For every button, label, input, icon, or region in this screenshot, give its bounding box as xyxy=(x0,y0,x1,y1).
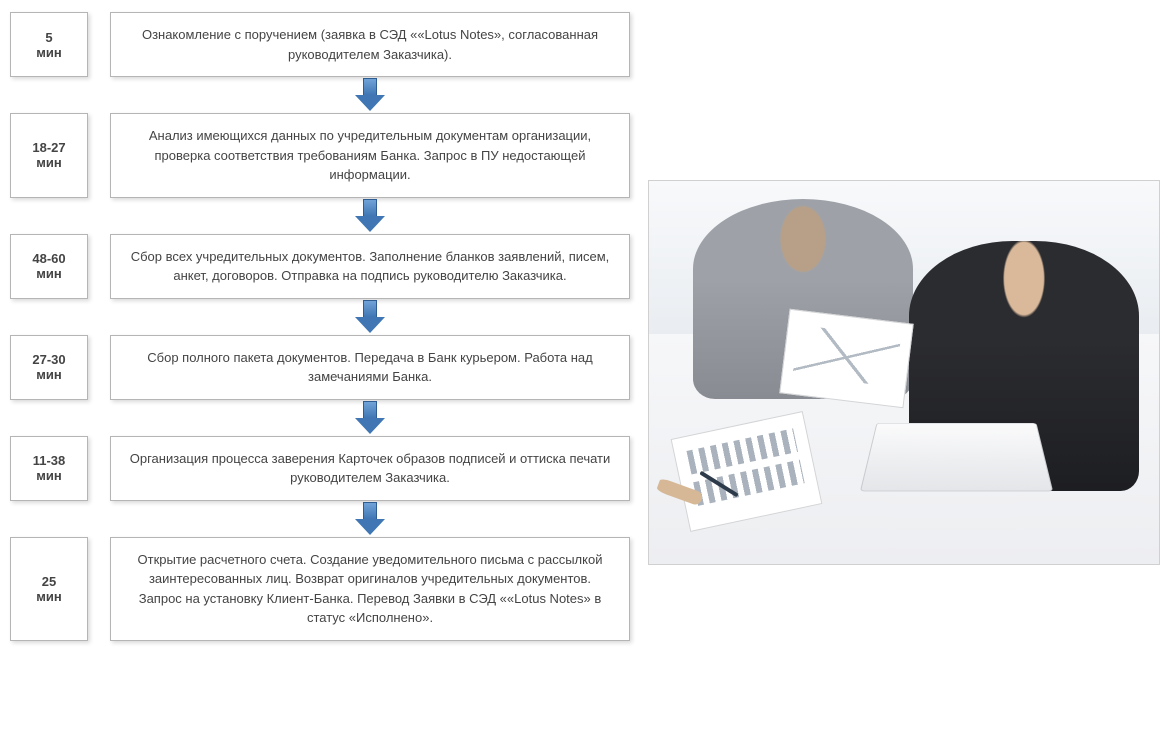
arrow-down-icon xyxy=(357,300,383,334)
step-row-1: 5 мин Ознакомление с поручением (заявка … xyxy=(10,12,630,77)
desc-box-1: Ознакомление с поручением (заявка в СЭД … xyxy=(110,12,630,77)
time-value: 27-30 xyxy=(32,352,65,367)
arrow-cell xyxy=(110,198,630,234)
time-value: 18-27 xyxy=(32,140,65,155)
step-row-2: 18-27 мин Анализ имеющихся данных по учр… xyxy=(10,113,630,198)
time-unit: мин xyxy=(36,367,61,382)
time-box-1: 5 мин xyxy=(10,12,88,77)
business-meeting-photo xyxy=(648,180,1160,565)
arrow-spacer xyxy=(10,400,88,436)
desc-text: Ознакомление с поручением (заявка в СЭД … xyxy=(129,25,611,64)
arrow-row-2 xyxy=(10,198,630,234)
process-flow-column: 5 мин Ознакомление с поручением (заявка … xyxy=(10,12,630,641)
arrow-spacer xyxy=(10,501,88,537)
arrow-cell xyxy=(110,299,630,335)
arrow-row-3 xyxy=(10,299,630,335)
time-box-6: 25 мин xyxy=(10,537,88,641)
time-box-2: 18-27 мин xyxy=(10,113,88,198)
desc-box-2: Анализ имеющихся данных по учредительным… xyxy=(110,113,630,198)
arrow-cell xyxy=(110,400,630,436)
desc-text: Организация процесса заверения Карточек … xyxy=(129,449,611,488)
arrow-down-icon xyxy=(357,502,383,536)
time-value: 11-38 xyxy=(33,453,66,468)
step-row-4: 27-30 мин Сбор полного пакета документов… xyxy=(10,335,630,400)
arrow-spacer xyxy=(10,77,88,113)
time-unit: мин xyxy=(36,155,61,170)
arrow-spacer xyxy=(10,299,88,335)
arrow-down-icon xyxy=(357,401,383,435)
arrow-down-icon xyxy=(357,78,383,112)
time-value: 48-60 xyxy=(32,251,65,266)
step-row-5: 11-38 мин Организация процесса заверения… xyxy=(10,436,630,501)
time-box-4: 27-30 мин xyxy=(10,335,88,400)
step-row-6: 25 мин Открытие расчетного счета. Создан… xyxy=(10,537,630,641)
time-unit: мин xyxy=(36,266,61,281)
arrow-cell xyxy=(110,77,630,113)
arrow-down-icon xyxy=(357,199,383,233)
arrow-row-5 xyxy=(10,501,630,537)
time-value: 25 xyxy=(42,574,56,589)
arrow-spacer xyxy=(10,198,88,234)
desc-text: Анализ имеющихся данных по учредительным… xyxy=(129,126,611,185)
time-box-5: 11-38 мин xyxy=(10,436,88,501)
time-value: 5 xyxy=(45,30,52,45)
desc-box-6: Открытие расчетного счета. Создание увед… xyxy=(110,537,630,641)
arrow-row-4 xyxy=(10,400,630,436)
time-box-3: 48-60 мин xyxy=(10,234,88,299)
arrow-row-1 xyxy=(10,77,630,113)
time-unit: мин xyxy=(36,589,61,604)
time-unit: мин xyxy=(36,468,61,483)
photo-placeholder-icon xyxy=(649,181,1159,564)
desc-text: Открытие расчетного счета. Создание увед… xyxy=(129,550,611,628)
time-unit: мин xyxy=(36,45,61,60)
desc-text: Сбор всех учредительных документов. Запо… xyxy=(129,247,611,286)
desc-box-4: Сбор полного пакета документов. Передача… xyxy=(110,335,630,400)
desc-text: Сбор полного пакета документов. Передача… xyxy=(129,348,611,387)
arrow-cell xyxy=(110,501,630,537)
desc-box-3: Сбор всех учредительных документов. Запо… xyxy=(110,234,630,299)
desc-box-5: Организация процесса заверения Карточек … xyxy=(110,436,630,501)
step-row-3: 48-60 мин Сбор всех учредительных докуме… xyxy=(10,234,630,299)
